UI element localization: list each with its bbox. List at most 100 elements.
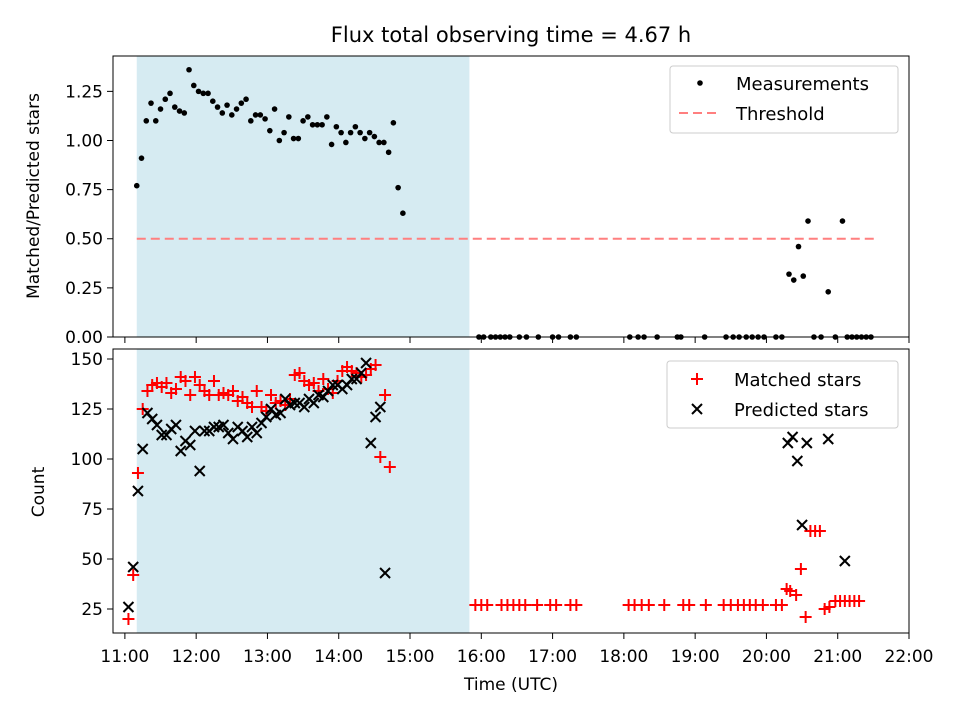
measurement-point (229, 112, 235, 118)
matched-star-marker (853, 595, 866, 607)
legend-predicted-label: Predicted stars (734, 400, 868, 421)
matched-star-marker (790, 589, 803, 601)
measurement-point (305, 114, 311, 120)
bottom-x-axis: 11:00 12:00 13:00 14:00 15:00 16:00 17:00 18:00… (100, 633, 934, 667)
predicted-star-marker (355, 367, 368, 379)
predicted-star-marker (796, 519, 808, 531)
bottom-y-axis-label: Count (29, 466, 49, 517)
predicted-star-marker (132, 485, 144, 497)
measurement-point (271, 106, 278, 112)
predicted-star-marker (127, 561, 139, 573)
measurement-point (148, 100, 154, 106)
matched-star-marker (369, 359, 382, 371)
predicted-star-marker (786, 431, 799, 443)
measurement-point (300, 118, 306, 124)
top-x-axis (124, 337, 910, 343)
predicted-star-marker (260, 411, 272, 423)
matched-star-marker (207, 375, 220, 387)
bottom-y-tick-label: 150 (71, 350, 103, 370)
predicted-star-marker (801, 437, 813, 449)
figure-title: Flux total observing time = 4.67 h (331, 23, 691, 47)
predicted-star-marker (327, 379, 339, 391)
observing-window-shade-bottom (136, 349, 470, 633)
matched-star-marker (813, 525, 826, 537)
measurement-point (839, 218, 846, 224)
predicted-star-marker (208, 421, 220, 433)
measurement-point (333, 123, 340, 130)
predicted-star-marker (289, 397, 301, 409)
predicted-star-marker (170, 419, 182, 431)
matched-star-marker (265, 389, 278, 401)
legend-measurements-marker (697, 80, 703, 86)
predicted-star-marker (175, 445, 187, 457)
predicted-star-marker (839, 555, 851, 567)
matched-star-marker (756, 599, 769, 611)
top-y-tick-label: 1.00 (65, 131, 103, 151)
predicted-star-marker (369, 411, 382, 423)
measurement-point (176, 108, 183, 114)
matched-star-marker (519, 599, 532, 611)
matched-star-marker (794, 563, 807, 575)
x-tick-label: 21:00 (813, 647, 862, 667)
matched-star-marker (683, 599, 696, 611)
bottom-legend: Matched stars Predicted stars (666, 360, 899, 429)
observing-window-shade-top (136, 56, 470, 337)
measurement-point (276, 137, 283, 144)
matched-star-marker (379, 389, 392, 401)
bottom-y-tick-label: 125 (71, 400, 103, 420)
predicted-star-marker (374, 401, 387, 413)
predicted-star-marker (194, 465, 206, 477)
measurement-point (214, 104, 221, 110)
x-tick-label: 18:00 (599, 647, 648, 667)
predicted-star-marker (241, 431, 253, 443)
measurement-point (314, 121, 321, 128)
bottom-y-tick-label: 100 (71, 450, 103, 470)
x-tick-label: 17:00 (528, 647, 577, 667)
measurement-point (309, 121, 316, 128)
legend-measurements-label: Measurements (736, 74, 869, 95)
predicted-star-marker (151, 419, 163, 431)
x-tick-label: 20:00 (742, 647, 791, 667)
x-axis-label: Time (UTC) (463, 675, 558, 695)
predicted-star-marker (156, 429, 168, 441)
bottom-y-tick-label: 75 (81, 500, 103, 520)
matched-star-marker (642, 599, 655, 611)
measurement-point (328, 141, 335, 148)
measurement-point (786, 271, 792, 277)
measurement-point (790, 277, 797, 283)
measurement-point (157, 106, 164, 112)
bottom-y-tick-label: 50 (81, 550, 103, 570)
legend-matched-marker (691, 373, 703, 385)
predicted-star-marker (365, 437, 377, 449)
measurement-point (371, 133, 378, 140)
matched-star-marker (169, 383, 182, 395)
x-tick-label: 22:00 (885, 647, 934, 667)
measurement-point (395, 184, 401, 191)
measurement-point (248, 118, 254, 124)
measurement-point (138, 155, 145, 161)
predicted-star-marker (251, 427, 263, 439)
measurement-point (795, 243, 802, 250)
measurement-point (167, 90, 173, 97)
measurement-point (243, 96, 249, 103)
predicted-star-marker (791, 455, 804, 467)
measurement-points (133, 66, 874, 340)
measurement-point (267, 127, 273, 134)
predicted-star-marker (227, 433, 239, 445)
top-axes-frame (112, 55, 910, 338)
matched-star-marker (481, 599, 494, 611)
measurement-point (343, 139, 349, 146)
top-y-tick-label: 1.25 (65, 82, 103, 102)
measurement-point (347, 129, 354, 136)
top-panel: 0.00 0.25 0.50 0.75 1.00 1.25 Matched/Predict… (24, 55, 910, 348)
matched-star-marker (293, 367, 306, 379)
x-tick-label: 12:00 (172, 647, 221, 667)
matched-star-marker (383, 461, 396, 473)
measurement-point (295, 135, 302, 142)
matched-star-marker (550, 599, 563, 611)
predicted-star-marker (122, 601, 135, 613)
matched-star-marker (307, 377, 320, 389)
measurement-point (400, 210, 406, 217)
measurement-point (257, 112, 264, 118)
